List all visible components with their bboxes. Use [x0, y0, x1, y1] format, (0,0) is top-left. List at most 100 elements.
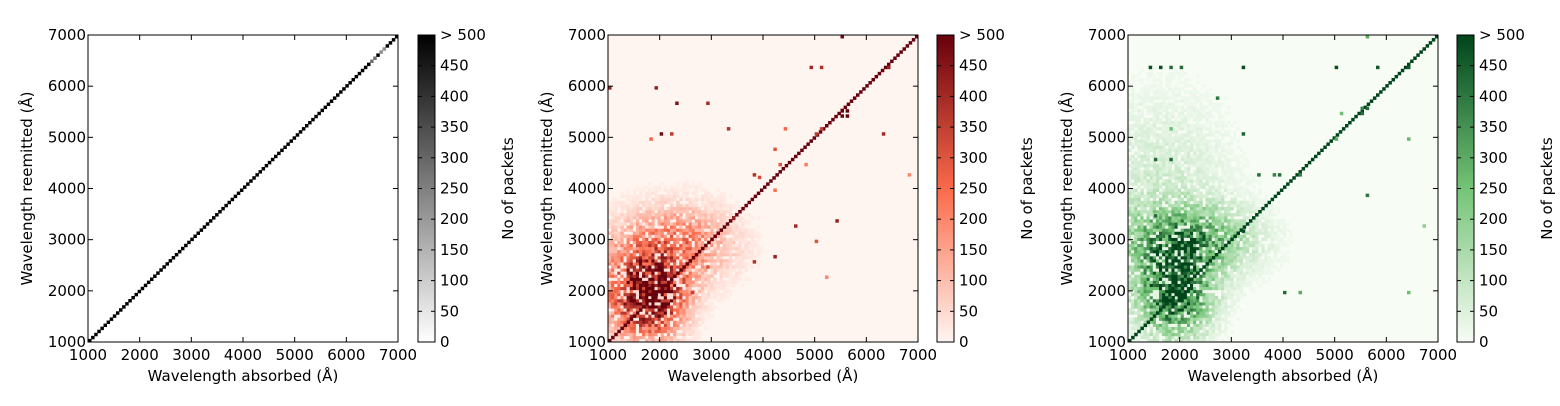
- heatmap-cell: [744, 244, 747, 247]
- heatmap-cell: [630, 281, 633, 284]
- heatmap-cell: [1215, 333, 1218, 336]
- heatmap-cell: [710, 222, 713, 225]
- diagonal-cell: [333, 96, 337, 99]
- heatmap-cell: [1150, 268, 1153, 271]
- heatmap-cell: [670, 293, 673, 296]
- heatmap-cell: [1168, 207, 1171, 210]
- heatmap-cell: [701, 302, 704, 305]
- heatmap-cell: [741, 265, 744, 268]
- diagonal-cell: [834, 115, 838, 118]
- heatmap-cell: [1184, 139, 1187, 142]
- heatmap-cell: [1147, 189, 1150, 192]
- heatmap-cell: [1190, 210, 1193, 213]
- heatmap-cell: [1153, 109, 1156, 112]
- heatmap-cell: [1212, 311, 1215, 314]
- heatmap-cell: [1178, 133, 1181, 136]
- heatmap-cell: [1175, 161, 1178, 164]
- heatmap-cell: [670, 201, 673, 204]
- heatmap-cell: [630, 293, 633, 296]
- heatmap-cell: [1171, 195, 1174, 198]
- heatmap-cell: [1140, 136, 1143, 139]
- heatmap-cell: [713, 284, 716, 287]
- diagonal-cell: [794, 155, 798, 158]
- heatmap-cell: [1202, 210, 1205, 213]
- heatmap-cell: [1240, 204, 1243, 207]
- heatmap-cell: [720, 192, 723, 195]
- heatmap-cell: [1159, 219, 1162, 222]
- heatmap-cell: [695, 336, 698, 339]
- heatmap-cell: [1178, 244, 1181, 247]
- heatmap-cell: [624, 238, 627, 241]
- heatmap-cell: [617, 327, 620, 330]
- heatmap-cell: [1209, 213, 1212, 216]
- heatmap-cell: [1221, 296, 1224, 299]
- heatmap-cell: [655, 290, 658, 293]
- heatmap-cell: [1190, 311, 1193, 314]
- heatmap-cell: [608, 213, 611, 216]
- heatmap-cell: [1181, 262, 1184, 265]
- heatmap-cell: [1230, 142, 1233, 145]
- heatmap-cell: [1150, 161, 1153, 164]
- heatmap-cell: [1131, 136, 1134, 139]
- heatmap-cell: [1193, 103, 1196, 106]
- heatmap-cell: [1137, 115, 1140, 118]
- heatmap-cell: [670, 210, 673, 213]
- diagonal-cell: [769, 179, 773, 182]
- heatmap-cell: [1147, 158, 1150, 161]
- heatmap-cell: [1199, 112, 1202, 115]
- heatmap-cell: [1212, 121, 1215, 124]
- heatmap-cell: [1162, 139, 1165, 142]
- heatmap-cell: [1150, 314, 1153, 317]
- heatmap-cell: [639, 195, 642, 198]
- heatmap-cell: [1233, 311, 1236, 314]
- heatmap-cell: [686, 207, 689, 210]
- heatmap-cell: [751, 256, 754, 259]
- heatmap-cell: [1206, 149, 1209, 152]
- heatmap-cell: [661, 274, 664, 277]
- colorbar-tick-label: 300: [959, 149, 988, 167]
- heatmap-cell: [664, 324, 667, 327]
- heatmap-cell: [1140, 170, 1143, 173]
- heatmap-cell: [1175, 268, 1178, 271]
- heatmap-cell: [651, 189, 654, 192]
- heatmap-cell: [1144, 265, 1147, 268]
- heatmap-cell: [608, 210, 611, 213]
- heatmap-cell: [1193, 93, 1196, 96]
- heatmap-cell: [627, 274, 630, 277]
- heatmap-cell: [642, 219, 645, 222]
- heatmap-cell: [1209, 293, 1212, 296]
- heatmap-cell: [1162, 103, 1165, 106]
- heatmap-cell: [1144, 259, 1147, 262]
- heatmap-cell: [630, 253, 633, 256]
- y-tick-label: 6000: [48, 77, 86, 95]
- heatmap-cell: [611, 225, 614, 228]
- heatmap-cell: [1215, 103, 1218, 106]
- heatmap-cell: [630, 225, 633, 228]
- heatmap-cell: [636, 271, 639, 274]
- heatmap-cell: [1128, 235, 1131, 238]
- heatmap-cell: [717, 259, 720, 262]
- heatmap-cell: [676, 321, 679, 324]
- heatmap-cell: [1215, 192, 1218, 195]
- heatmap-cell: [673, 296, 676, 299]
- heatmap-cell: [717, 247, 720, 250]
- heatmap-cell: [1218, 219, 1221, 222]
- heatmap-cell: [1202, 112, 1205, 115]
- heatmap-cell: [620, 222, 623, 225]
- heatmap-cell: [1178, 302, 1181, 305]
- heatmap-cell: [1181, 127, 1184, 130]
- heatmap-cell: [1165, 130, 1168, 133]
- heatmap-cell: [692, 250, 695, 253]
- heatmap-cell: [1137, 103, 1140, 106]
- heatmap-cell: [1165, 222, 1168, 225]
- heatmap-cell: [633, 281, 636, 284]
- heatmap-cell: [1237, 241, 1240, 244]
- heatmap-cell: [695, 189, 698, 192]
- heatmap-cell: [1165, 118, 1168, 121]
- heatmap-cell: [1168, 149, 1171, 152]
- heatmap-cell: [642, 244, 645, 247]
- heatmap-cell: [717, 293, 720, 296]
- heatmap-cell: [1156, 321, 1159, 324]
- heatmap-cell: [627, 268, 630, 271]
- heatmap-cell: [1147, 225, 1150, 228]
